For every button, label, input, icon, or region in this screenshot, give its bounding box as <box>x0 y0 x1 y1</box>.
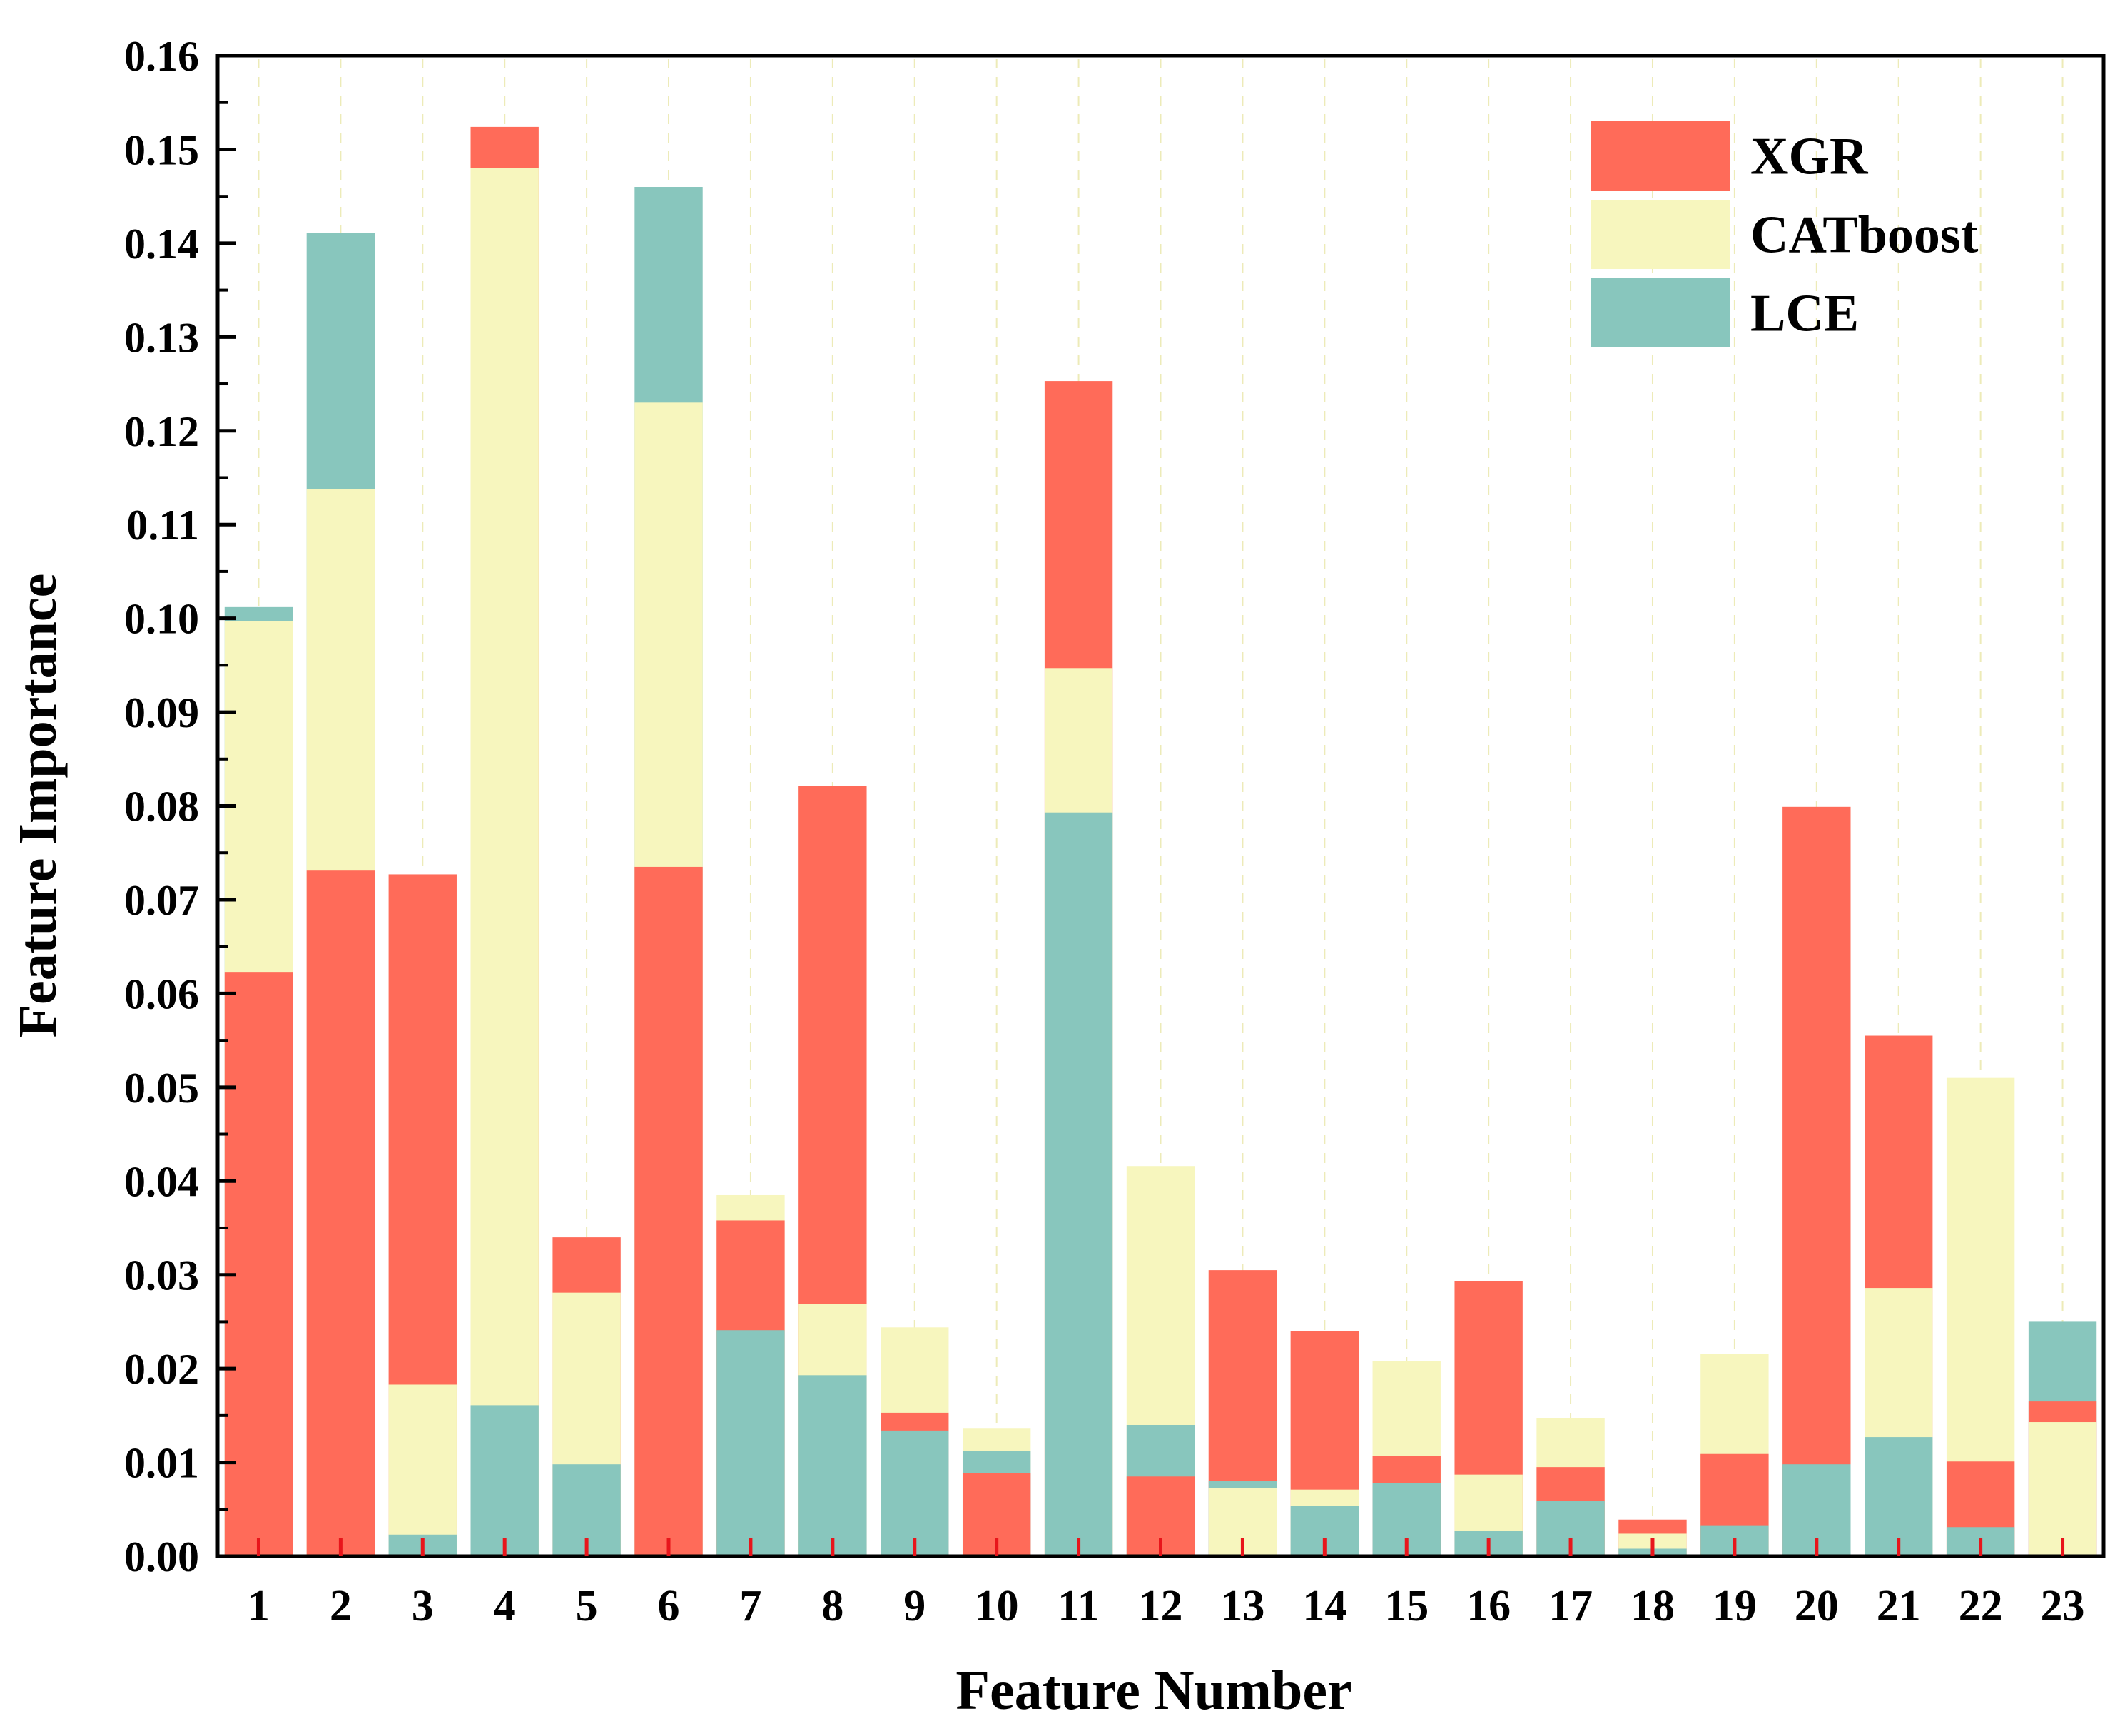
x-tick-label-22: 22 <box>1959 1582 2003 1630</box>
y-tick-label: 0.12 <box>124 408 199 455</box>
legend: XGR CATboost LCE <box>1591 121 1979 347</box>
x-tick-label-12: 12 <box>1139 1582 1183 1630</box>
y-tick-label: 0.14 <box>124 220 199 268</box>
y-tick-label: 0.01 <box>124 1440 199 1487</box>
x-axis-label: Feature Number <box>955 1659 1351 1721</box>
bar-catboost-23 <box>2028 1422 2097 1556</box>
x-tick-label-6: 6 <box>658 1582 680 1630</box>
bar-lce-7 <box>716 1330 785 1556</box>
bar-lce-9 <box>881 1430 949 1556</box>
bar-lce-21 <box>1865 1437 1933 1556</box>
x-tick-label-2: 2 <box>330 1582 352 1630</box>
legend-swatch-catboost <box>1591 200 1730 269</box>
legend-swatch-lce <box>1591 278 1730 347</box>
bar-lce-8 <box>798 1375 867 1556</box>
y-tick-label: 0.03 <box>124 1252 199 1299</box>
y-axis-label: Feature Importance <box>8 574 68 1038</box>
y-tick-label: 0.09 <box>124 689 199 736</box>
y-tick-label: 0.05 <box>124 1065 199 1112</box>
bar-catboost-3 <box>388 1384 457 1556</box>
x-tick-label-3: 3 <box>412 1582 434 1630</box>
y-tick-label: 0.11 <box>126 502 199 549</box>
x-tick-label-4: 4 <box>494 1582 516 1630</box>
x-tick-label-21: 21 <box>1877 1582 1921 1630</box>
legend-label-xgr: XGR <box>1750 128 1869 186</box>
x-tick-label-15: 15 <box>1384 1582 1429 1630</box>
x-tick-label-14: 14 <box>1302 1582 1346 1630</box>
legend-label-lce: LCE <box>1750 285 1859 343</box>
y-tick-label: 0.08 <box>124 783 199 831</box>
y-tick-label: 0.16 <box>124 33 199 80</box>
x-tick-label-9: 9 <box>903 1582 925 1630</box>
bar-lce-4 <box>470 1405 539 1556</box>
x-tick-label-17: 17 <box>1548 1582 1593 1630</box>
y-tick-label: 0.02 <box>124 1346 199 1393</box>
y-tick-label: 0.00 <box>124 1533 199 1580</box>
x-tick-label-19: 19 <box>1713 1582 1757 1630</box>
y-tick-label: 0.04 <box>124 1158 199 1205</box>
x-tick-label-5: 5 <box>576 1582 598 1630</box>
x-tick-label-16: 16 <box>1466 1582 1511 1630</box>
legend-label-catboost: CATboost <box>1750 206 1979 265</box>
x-tick-label-18: 18 <box>1630 1582 1675 1630</box>
bar-xgr-20 <box>1782 806 1851 1556</box>
legend-swatch-xgr <box>1591 121 1730 191</box>
bar-lce-11 <box>1044 812 1113 1556</box>
bar-xgr-2 <box>306 870 375 1556</box>
x-tick-label-8: 8 <box>821 1582 843 1630</box>
bar-xgr-1 <box>224 972 293 1556</box>
x-tick-label-1: 1 <box>248 1582 270 1630</box>
x-tick-label-23: 23 <box>2041 1582 2085 1630</box>
x-tick-label-10: 10 <box>975 1582 1019 1630</box>
y-tick-label: 0.15 <box>124 126 199 173</box>
x-tick-label-20: 20 <box>1795 1582 1839 1630</box>
y-tick-label: 0.06 <box>124 970 199 1017</box>
y-tick-label: 0.07 <box>124 877 199 924</box>
y-tick-label: 0.13 <box>124 314 199 361</box>
x-tick-label-13: 13 <box>1220 1582 1264 1630</box>
y-tick-label: 0.10 <box>124 596 199 643</box>
x-tick-label-11: 11 <box>1057 1582 1100 1630</box>
bar-xgr-6 <box>634 866 703 1556</box>
bar-catboost-4 <box>470 168 539 1557</box>
x-tick-label-7: 7 <box>739 1582 761 1630</box>
axis-layer: 0.00 0.01 0.02 0.03 0.04 0.05 0.06 0.07 0.08 0.09… <box>124 33 2085 1630</box>
